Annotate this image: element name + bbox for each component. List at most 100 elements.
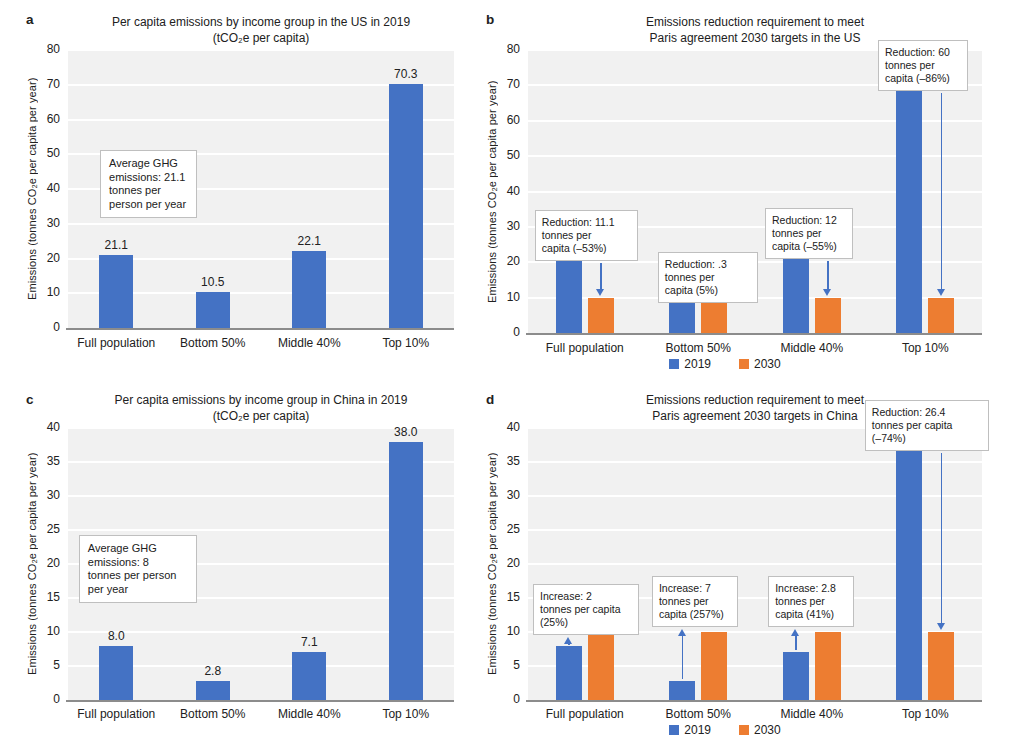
legend-label-2030: 2030 xyxy=(754,723,781,737)
bar-bottom-50 xyxy=(196,292,230,328)
bar-2030-bottom-50 xyxy=(701,298,727,333)
arrow-line-3 xyxy=(941,453,943,624)
annotation-box-top-10: Reduction: 26.4 tonnes per capita (–74%) xyxy=(865,400,989,451)
bar-2019-top-10 xyxy=(896,84,922,333)
note-average-ghg: Average GHG emissions: 21.1 tonnes per p… xyxy=(100,150,197,218)
grid-line-10 xyxy=(68,292,454,294)
bar-top-10 xyxy=(389,442,423,700)
bar-value-label-top-10: 38.0 xyxy=(376,425,436,439)
y-tick-label-10: 10 xyxy=(20,624,60,639)
arrow-line-2 xyxy=(795,635,797,650)
arrow-down-icon-0 xyxy=(596,289,604,296)
grid-line-20 xyxy=(528,261,982,263)
annotation-box-full-population: Reduction: 11.1 tonnes per capita (–53%) xyxy=(535,210,638,261)
y-tick-label-10: 10 xyxy=(480,290,520,305)
y-tick-label-25: 25 xyxy=(20,522,60,537)
bar-2019-full-population xyxy=(556,646,582,700)
y-axis-label: Emissions (tonnes CO₂e per capita per ye… xyxy=(486,428,502,700)
x-category-label-top-10: Top 10% xyxy=(869,707,983,721)
grid-line-50 xyxy=(68,153,454,155)
grid-line-25 xyxy=(68,529,454,531)
bar-value-label-bottom-50: 2.8 xyxy=(183,664,243,678)
legend-label-2019: 2019 xyxy=(684,723,711,737)
legend-label-2019: 2019 xyxy=(684,357,711,371)
legend-label-2030: 2030 xyxy=(754,357,781,371)
x-category-label-top-10: Top 10% xyxy=(358,707,455,721)
bar-value-label-top-10: 70.3 xyxy=(376,67,436,81)
y-tick-label-30: 30 xyxy=(20,488,60,503)
grid-line-10 xyxy=(68,631,454,633)
y-tick-label-20: 20 xyxy=(480,556,520,571)
y-tick-label-35: 35 xyxy=(480,454,520,469)
grid-line-40 xyxy=(528,427,982,429)
annotation-box-middle-40: Reduction: 12 tonnes per capita (–55%) xyxy=(765,208,853,259)
grid-line-35 xyxy=(528,461,982,463)
y-tick-label-5: 5 xyxy=(480,658,520,673)
legend: 2019 2030 xyxy=(615,357,835,371)
bar-full-population xyxy=(99,255,133,328)
plot-area xyxy=(68,50,454,328)
grid-line-15 xyxy=(68,597,454,599)
legend-swatch-2030 xyxy=(739,359,749,369)
panel-b-us-paris-targets: bEmissions reduction requirement to meet… xyxy=(0,0,1024,744)
bar-2030-bottom-50 xyxy=(701,632,727,700)
chart-title-line2: (tCO₂e per capita) xyxy=(26,408,496,424)
grid-line-10 xyxy=(528,631,982,633)
x-category-label-middle-40: Middle 40% xyxy=(261,707,358,721)
grid-line-15 xyxy=(528,597,982,599)
grid-line-25 xyxy=(528,529,982,531)
x-category-label-middle-40: Middle 40% xyxy=(261,336,358,350)
y-tick-label-35: 35 xyxy=(20,454,60,469)
y-tick-label-25: 25 xyxy=(480,522,520,537)
bar-full-population xyxy=(99,646,133,700)
legend: 2019 2030 xyxy=(615,723,835,737)
bar-2030-full-population xyxy=(588,632,614,700)
y-tick-label-15: 15 xyxy=(20,590,60,605)
chart-title-line2: (tCO₂e per capita) xyxy=(26,30,496,46)
arrow-line-2 xyxy=(827,261,829,290)
arrow-up-icon-1 xyxy=(678,629,686,636)
x-category-label-bottom-50: Bottom 50% xyxy=(165,707,262,721)
chart-title-line2: Paris agreement 2030 targets in the US xyxy=(520,30,990,46)
grid-line-35 xyxy=(68,461,454,463)
x-axis-line xyxy=(66,328,454,330)
y-tick-label-20: 20 xyxy=(20,251,60,266)
note-average-ghg: Average GHG emissions: 8 tonnes per pers… xyxy=(79,535,197,603)
plot-area xyxy=(528,428,982,700)
x-category-label-bottom-50: Bottom 50% xyxy=(165,336,262,350)
panel-a-us-per-capita-2019: aPer capita emissions by income group in… xyxy=(0,0,1024,744)
bar-2030-full-population xyxy=(588,298,614,333)
y-tick-label-30: 30 xyxy=(480,488,520,503)
bar-2019-full-population xyxy=(556,258,582,333)
x-category-label-bottom-50: Bottom 50% xyxy=(642,341,756,355)
arrow-up-icon-2 xyxy=(791,629,799,636)
annotation-box-bottom-50: Reduction: .3 tonnes per capita (5%) xyxy=(658,252,758,303)
chart-title-line2: Paris agreement 2030 targets in China xyxy=(520,408,990,424)
bar-2019-middle-40 xyxy=(783,255,809,333)
grid-line-60 xyxy=(68,119,454,121)
bar-middle-40 xyxy=(292,251,326,328)
y-tick-label-30: 30 xyxy=(20,216,60,231)
legend-item-2030: 2030 xyxy=(739,357,781,371)
bar-2030-middle-40 xyxy=(815,298,841,333)
y-tick-label-20: 20 xyxy=(20,556,60,571)
arrow-line-0 xyxy=(568,643,570,645)
bar-2030-top-10 xyxy=(928,632,954,700)
bar-top-10 xyxy=(389,84,423,328)
annotation-box-middle-40: Increase: 2.8 tonnes per capita (41%) xyxy=(768,576,854,627)
grid-line-10 xyxy=(528,297,982,299)
y-tick-label-0: 0 xyxy=(480,692,520,707)
arrow-line-3 xyxy=(941,93,943,290)
arrow-down-icon-3 xyxy=(937,623,945,630)
y-tick-label-80: 80 xyxy=(480,42,520,57)
y-tick-label-10: 10 xyxy=(20,285,60,300)
x-category-label-middle-40: Middle 40% xyxy=(755,707,869,721)
y-tick-label-80: 80 xyxy=(20,42,60,57)
grid-line-60 xyxy=(528,120,982,122)
bar-bottom-50 xyxy=(196,681,230,700)
bar-2030-top-10 xyxy=(928,298,954,333)
x-category-label-top-10: Top 10% xyxy=(358,336,455,350)
grid-line-50 xyxy=(528,155,982,157)
grid-line-20 xyxy=(68,563,454,565)
y-tick-label-40: 40 xyxy=(480,420,520,435)
